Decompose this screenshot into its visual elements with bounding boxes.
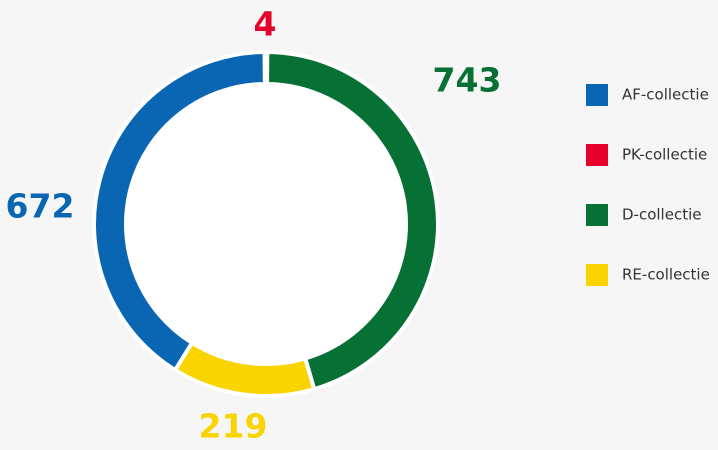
data-label: 672 (6, 187, 75, 226)
legend-swatch (586, 84, 608, 106)
legend-label: D-collectie (622, 206, 701, 224)
legend-swatch (586, 264, 608, 286)
legend-swatch (586, 204, 608, 226)
data-label: 743 (433, 61, 502, 100)
donut-hole (126, 84, 406, 364)
donut-segment (172, 340, 317, 398)
legend-label: PK-collectie (622, 146, 707, 164)
legend-label: RE-collectie (622, 266, 710, 284)
data-label: 219 (199, 407, 268, 446)
legend-swatch (586, 144, 608, 166)
data-label: 4 (254, 5, 277, 44)
legend-label: AF-collectie (622, 86, 709, 104)
